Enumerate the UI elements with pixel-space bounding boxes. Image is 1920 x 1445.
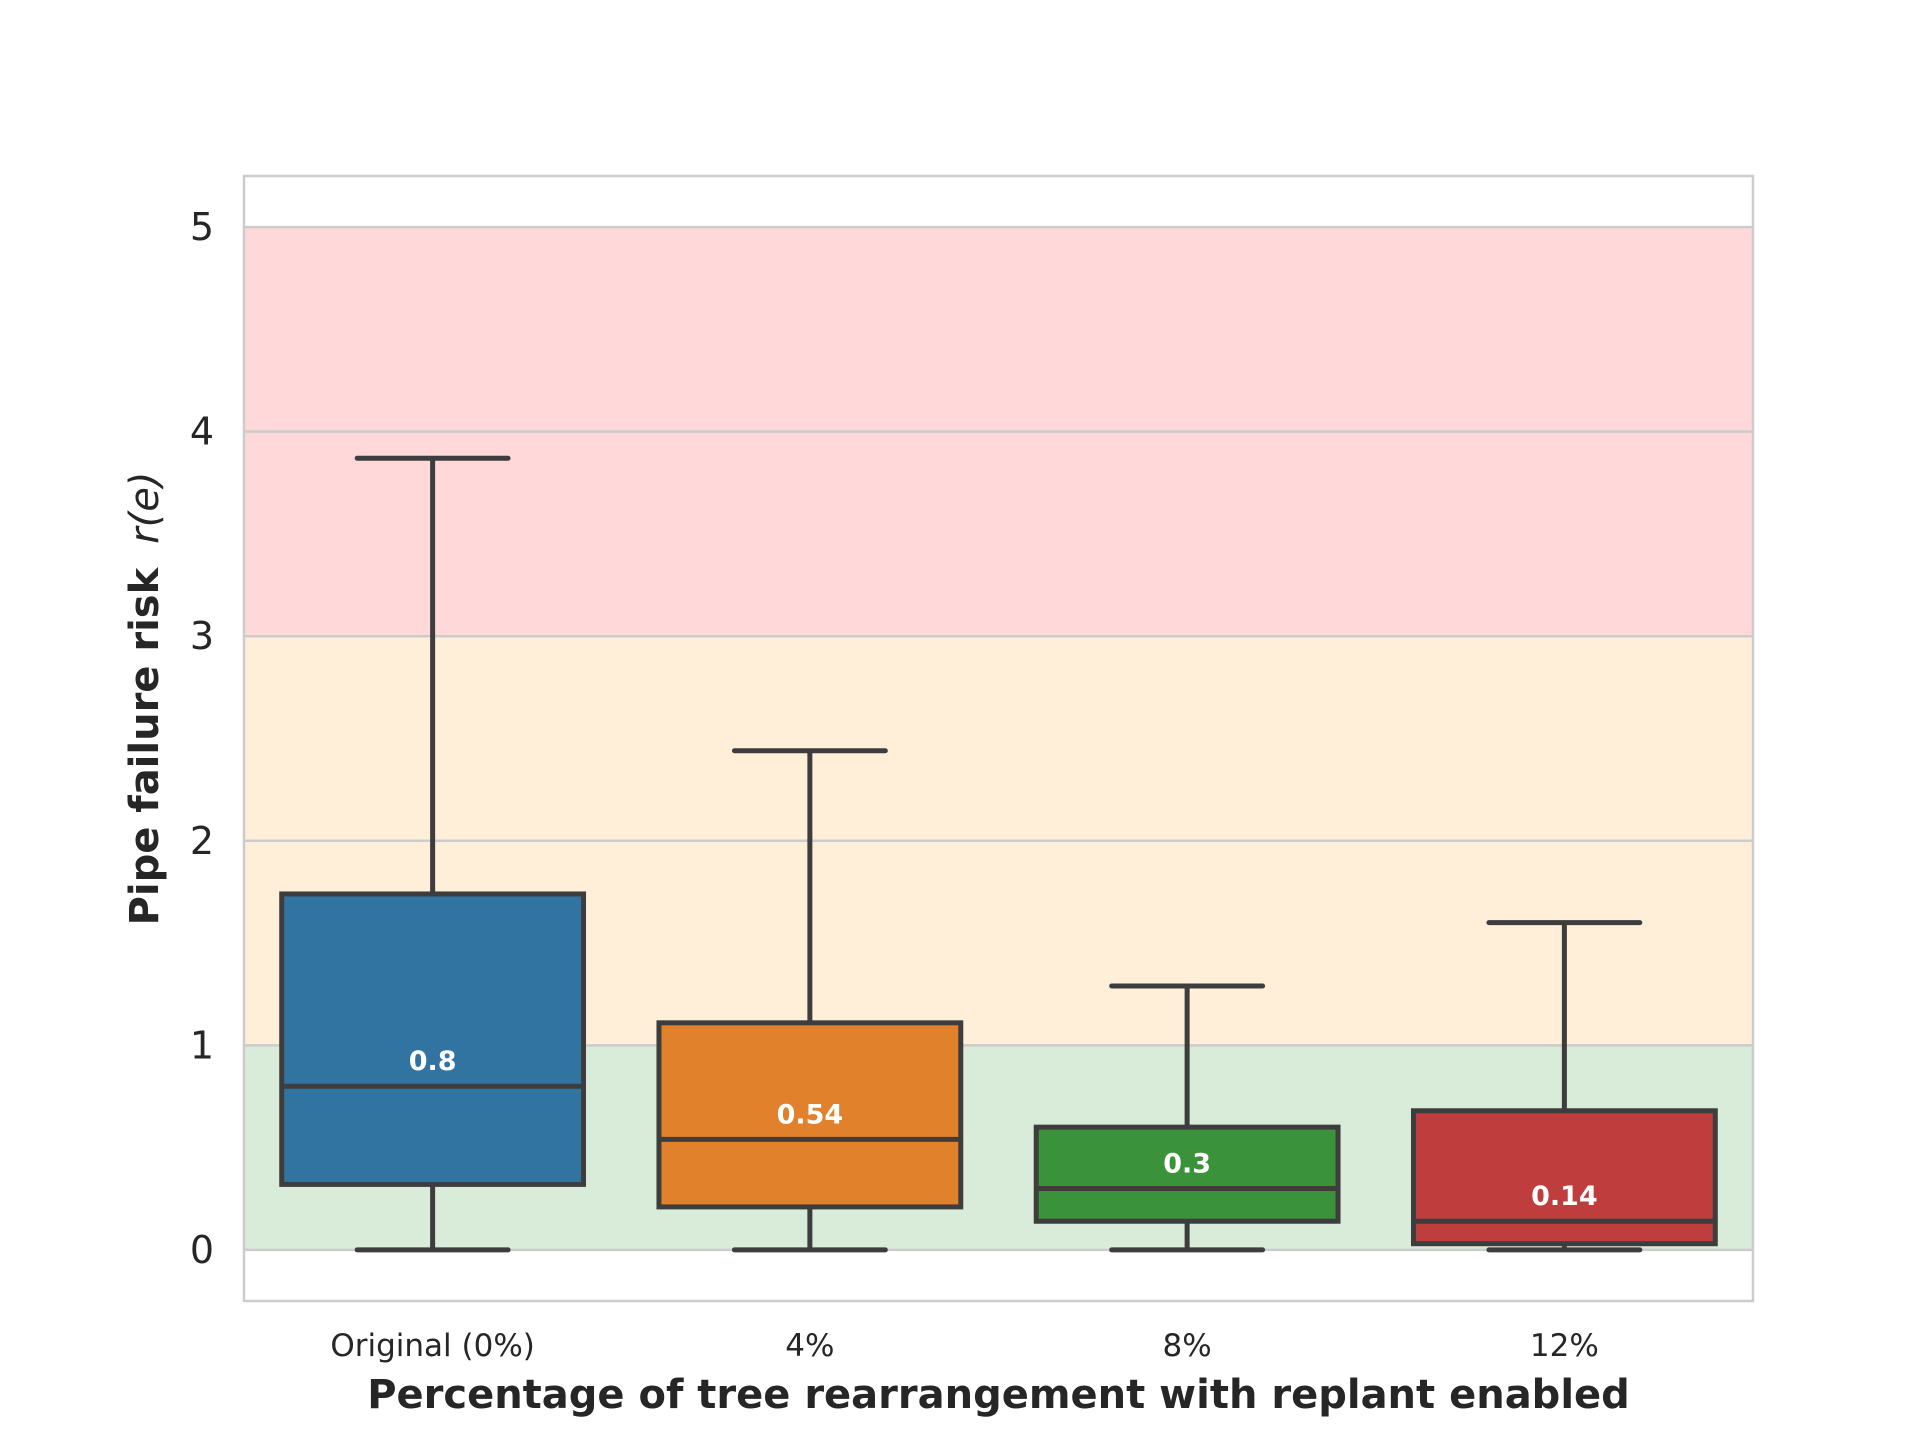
x-tick-label: 8% (1163, 1328, 1212, 1364)
box-iqr (279, 891, 587, 1187)
boxes: 0.8 0.54 0.3 0.14 (279, 455, 1718, 1253)
y-tick-label: 5 (190, 205, 214, 249)
x-tick-label: 12% (1530, 1328, 1599, 1364)
y-tick-label: 2 (190, 819, 214, 863)
box-group-0: 0.8 (279, 455, 587, 1253)
y-axis-label-math: r(e) (122, 472, 168, 544)
box-group-2: 0.3 (1033, 983, 1341, 1253)
y-axis-label: Pipe failure risk r(e) (122, 472, 168, 926)
median-label: 0.14 (1531, 1181, 1598, 1212)
x-axis-ticks: Original (0%) 4% 8% 12% (330, 1328, 1598, 1364)
y-axis-ticks: 0 1 2 3 4 5 (190, 205, 214, 1272)
median-label: 0.8 (409, 1046, 457, 1077)
median-label: 0.54 (777, 1099, 844, 1130)
y-tick-label: 3 (190, 614, 214, 658)
box-iqr (1410, 1108, 1718, 1247)
y-tick-label: 1 (190, 1023, 214, 1067)
median-label: 0.3 (1163, 1149, 1211, 1180)
y-tick-label: 0 (190, 1228, 214, 1272)
x-tick-label: Original (0%) (330, 1328, 535, 1364)
plot-frame (242, 174, 1755, 1303)
box-group-1: 0.54 (656, 748, 964, 1253)
box-iqr (1033, 1124, 1341, 1224)
x-tick-label: 4% (785, 1328, 834, 1364)
y-tick-label: 4 (190, 410, 214, 454)
x-axis-label: Percentage of tree rearrangement with re… (367, 1372, 1630, 1418)
box-group-3: 0.14 (1410, 920, 1718, 1253)
y-axis-label-text: Pipe failure risk (122, 566, 168, 925)
box-iqr (656, 1020, 964, 1210)
